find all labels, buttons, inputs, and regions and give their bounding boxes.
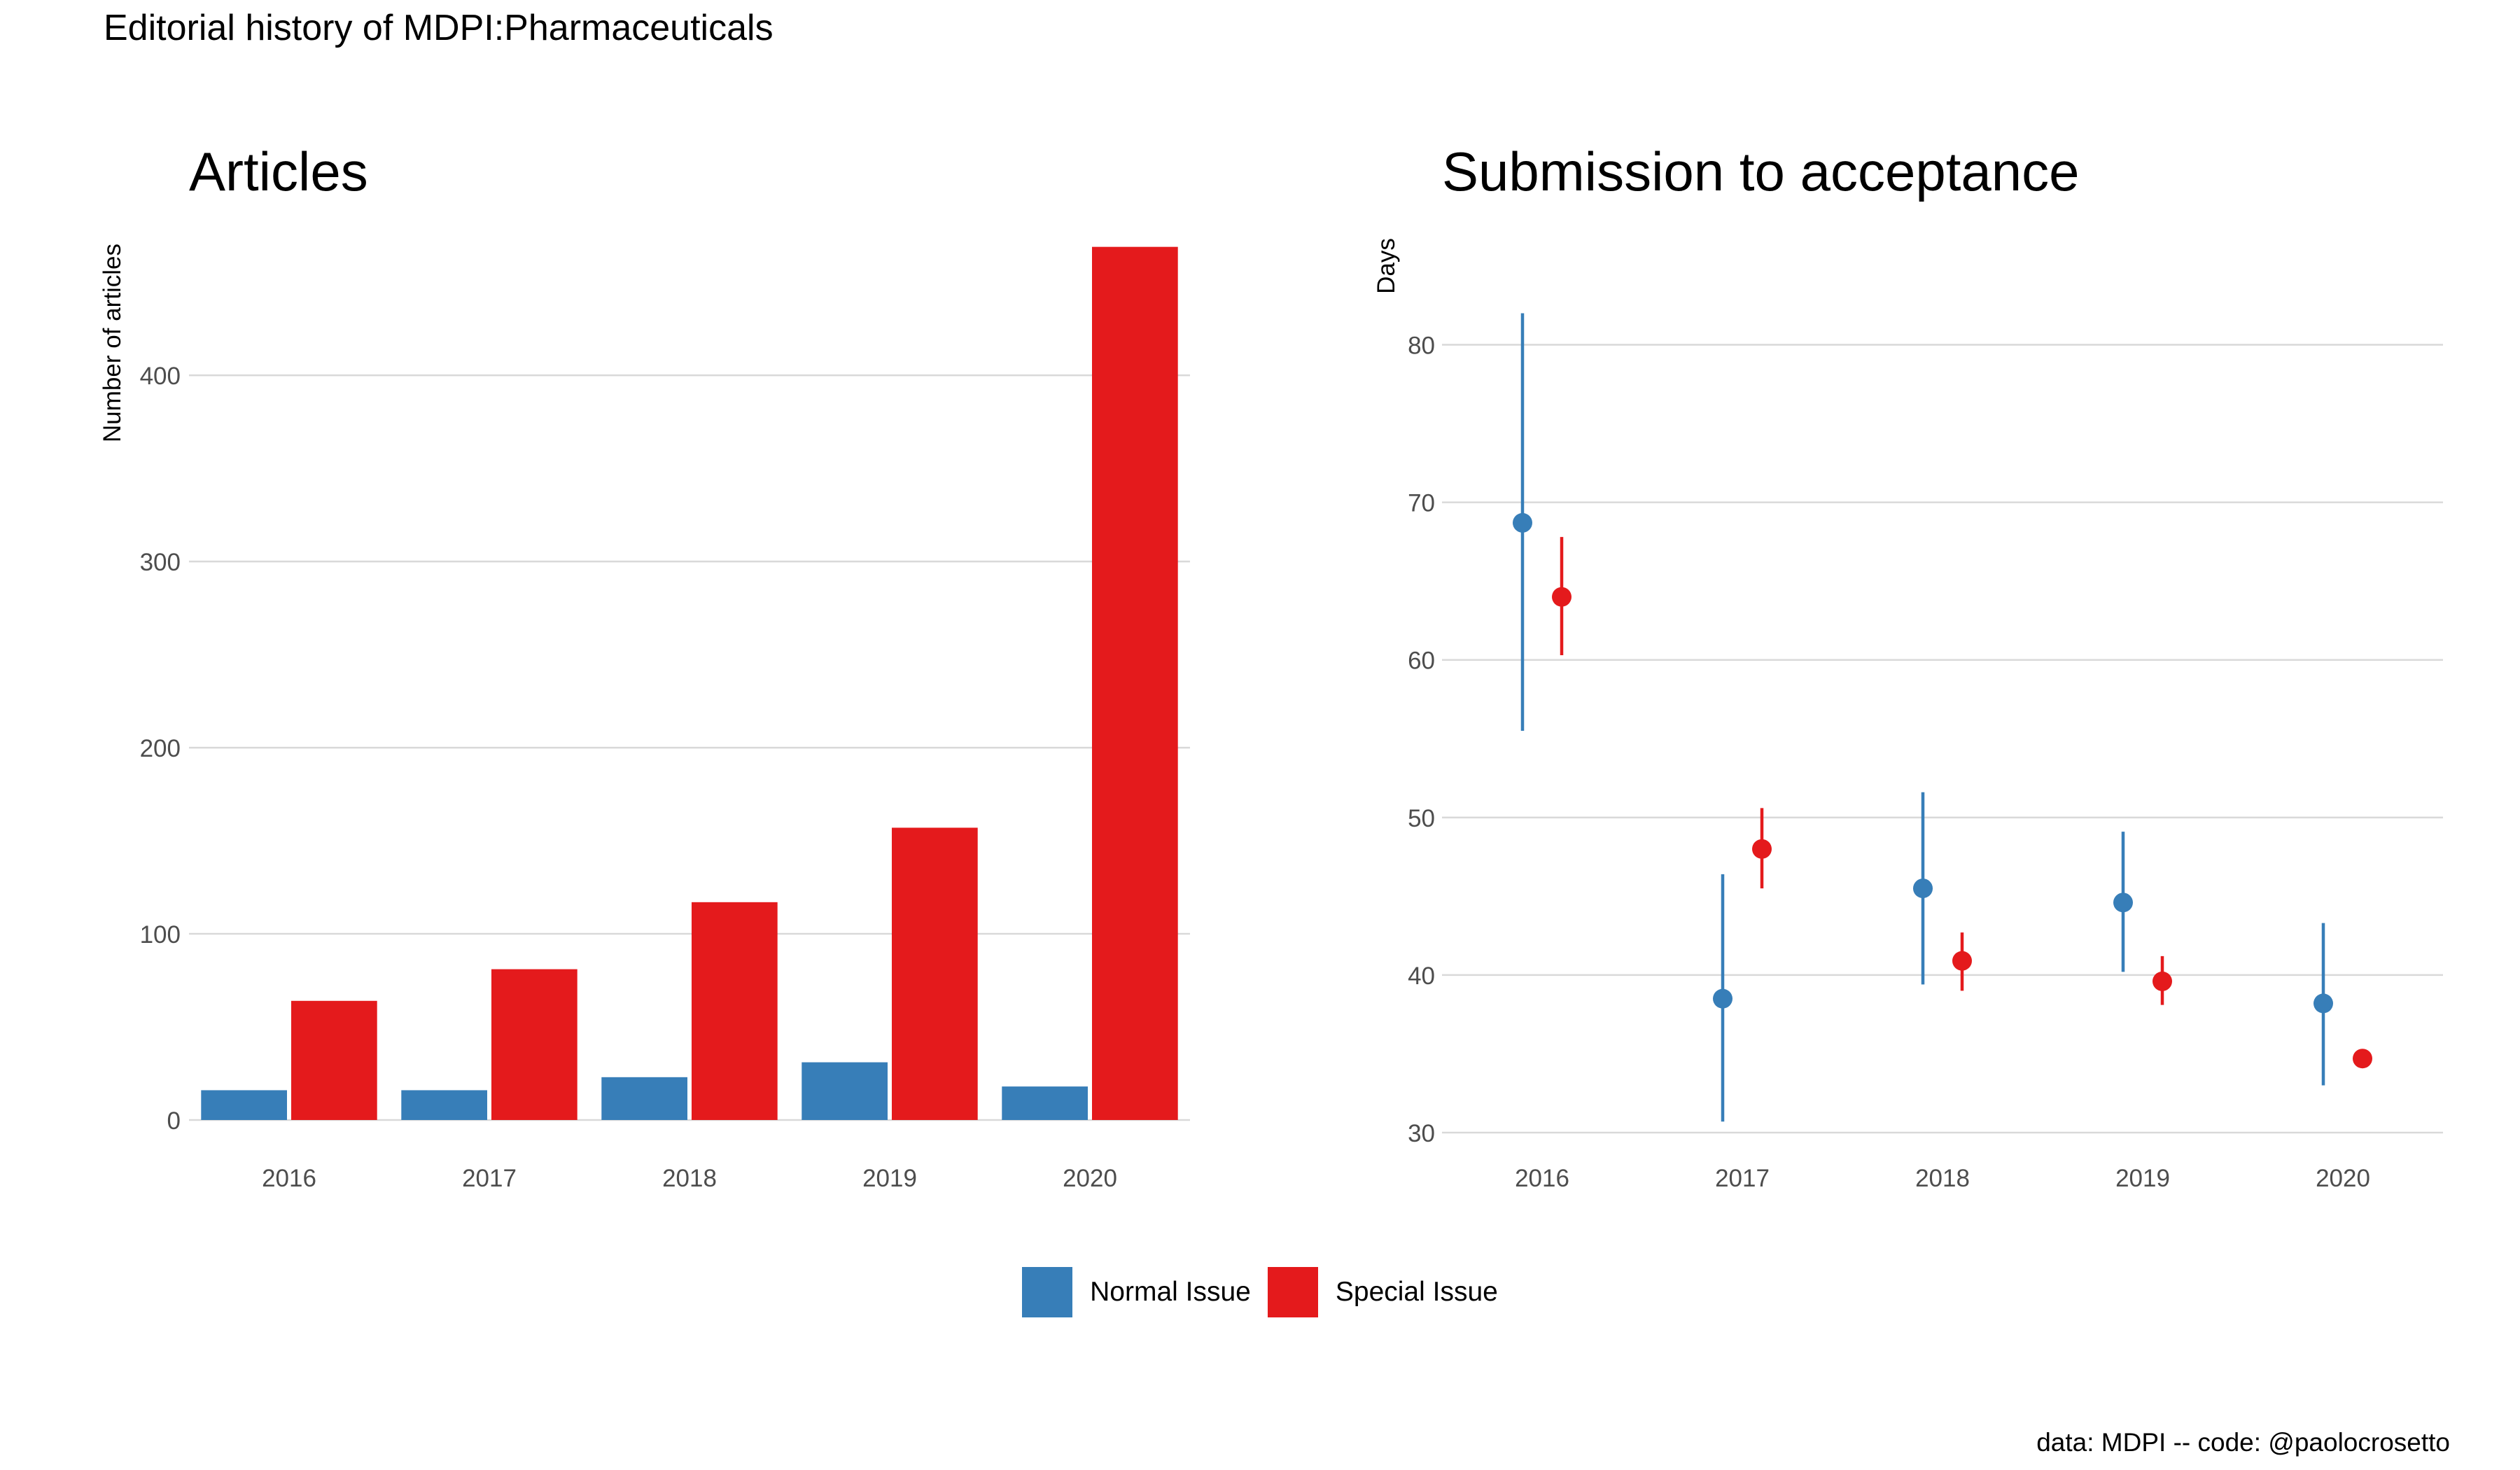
acceptance-x-tick-label: 2019 — [2115, 1165, 2170, 1192]
articles-bars — [201, 246, 1178, 1121]
bar-special-issue-2016 — [291, 1000, 377, 1120]
bar-normal-issue-2018 — [601, 1077, 687, 1120]
acceptance-x-tick-label: 2017 — [1715, 1165, 1770, 1192]
point-special-issue-2016 — [1552, 587, 1572, 607]
acceptance-x-tick-label: 2020 — [2316, 1165, 2370, 1192]
acceptance-x-tick-label: 2016 — [1515, 1165, 1569, 1192]
point-normal-issue-2020 — [2314, 993, 2333, 1014]
point-special-issue-2020 — [2353, 1049, 2372, 1069]
legend-label-special: Special Issue — [1335, 1277, 1498, 1307]
legend-label-normal: Normal Issue — [1090, 1277, 1251, 1307]
legend-item-normal: Normal Issue — [1022, 1267, 1251, 1317]
articles-y-ticks: 0 100 200 300 400 — [140, 363, 181, 1135]
legend: Normal Issue Special Issue — [0, 1267, 2520, 1317]
point-normal-issue-2017 — [1713, 988, 1732, 1009]
point-normal-issue-2016 — [1513, 512, 1532, 533]
bar-normal-issue-2017 — [401, 1090, 487, 1120]
legend-swatch-special — [1267, 1267, 1318, 1317]
bar-special-issue-2017 — [491, 969, 578, 1120]
articles-x-tick-label: 2020 — [1063, 1165, 1117, 1192]
articles-title: Articles — [189, 141, 368, 202]
point-normal-issue-2018 — [1913, 878, 1933, 899]
bar-special-issue-2018 — [692, 902, 778, 1120]
articles-x-ticks: 2016 2017 2018 2019 2020 — [262, 1165, 1117, 1192]
bar-normal-issue-2019 — [802, 1062, 888, 1120]
point-normal-issue-2019 — [2113, 892, 2133, 913]
articles-x-tick-label: 2019 — [862, 1165, 917, 1192]
acceptance-y-axis-label: Days — [1373, 238, 1400, 294]
articles-x-tick-label: 2016 — [262, 1165, 316, 1192]
acceptance-points — [1513, 313, 2372, 1122]
articles-y-tick-label: 300 — [140, 549, 181, 576]
articles-x-tick-label: 2018 — [662, 1165, 717, 1192]
acceptance-panel: Submission to acceptance Days 30 40 50 60 70… — [1373, 141, 2443, 1192]
acceptance-y-tick-label: 70 — [1408, 490, 1435, 517]
acceptance-y-tick-label: 40 — [1408, 962, 1435, 990]
point-special-issue-2017 — [1752, 839, 1772, 859]
acceptance-y-tick-label: 50 — [1408, 805, 1435, 832]
articles-y-tick-label: 0 — [167, 1107, 181, 1135]
articles-y-tick-label: 400 — [140, 363, 181, 390]
articles-x-tick-label: 2017 — [462, 1165, 517, 1192]
acceptance-x-tick-label: 2018 — [1915, 1165, 1970, 1192]
acceptance-y-tick-label: 80 — [1408, 332, 1435, 360]
page-title: Editorial history of MDPI:Pharmaceutical… — [104, 8, 774, 48]
acceptance-y-tick-label: 60 — [1408, 648, 1435, 675]
acceptance-grid — [1442, 344, 2443, 1134]
articles-y-tick-label: 100 — [140, 921, 181, 948]
bar-normal-issue-2020 — [1002, 1086, 1088, 1120]
articles-y-axis-label: Number of articles — [99, 244, 126, 442]
bar-special-issue-2019 — [892, 827, 978, 1120]
legend-swatch-normal — [1022, 1267, 1073, 1317]
bar-normal-issue-2016 — [201, 1090, 287, 1120]
point-special-issue-2019 — [2152, 971, 2172, 991]
point-special-issue-2018 — [1952, 951, 1972, 971]
articles-y-tick-label: 200 — [140, 735, 181, 762]
legend-item-special: Special Issue — [1267, 1267, 1498, 1317]
articles-panel: Articles Number of articles 0 100 200 300 40… — [99, 141, 1190, 1192]
caption: data: MDPI -- code: @paolocrosetto — [2036, 1428, 2450, 1457]
acceptance-y-tick-label: 30 — [1408, 1120, 1435, 1147]
acceptance-y-ticks: 30 40 50 60 70 80 — [1408, 332, 1435, 1147]
acceptance-x-ticks: 2016 2017 2018 2019 2020 — [1515, 1165, 2370, 1192]
bar-special-issue-2020 — [1092, 246, 1178, 1121]
acceptance-title: Submission to acceptance — [1442, 141, 2080, 202]
